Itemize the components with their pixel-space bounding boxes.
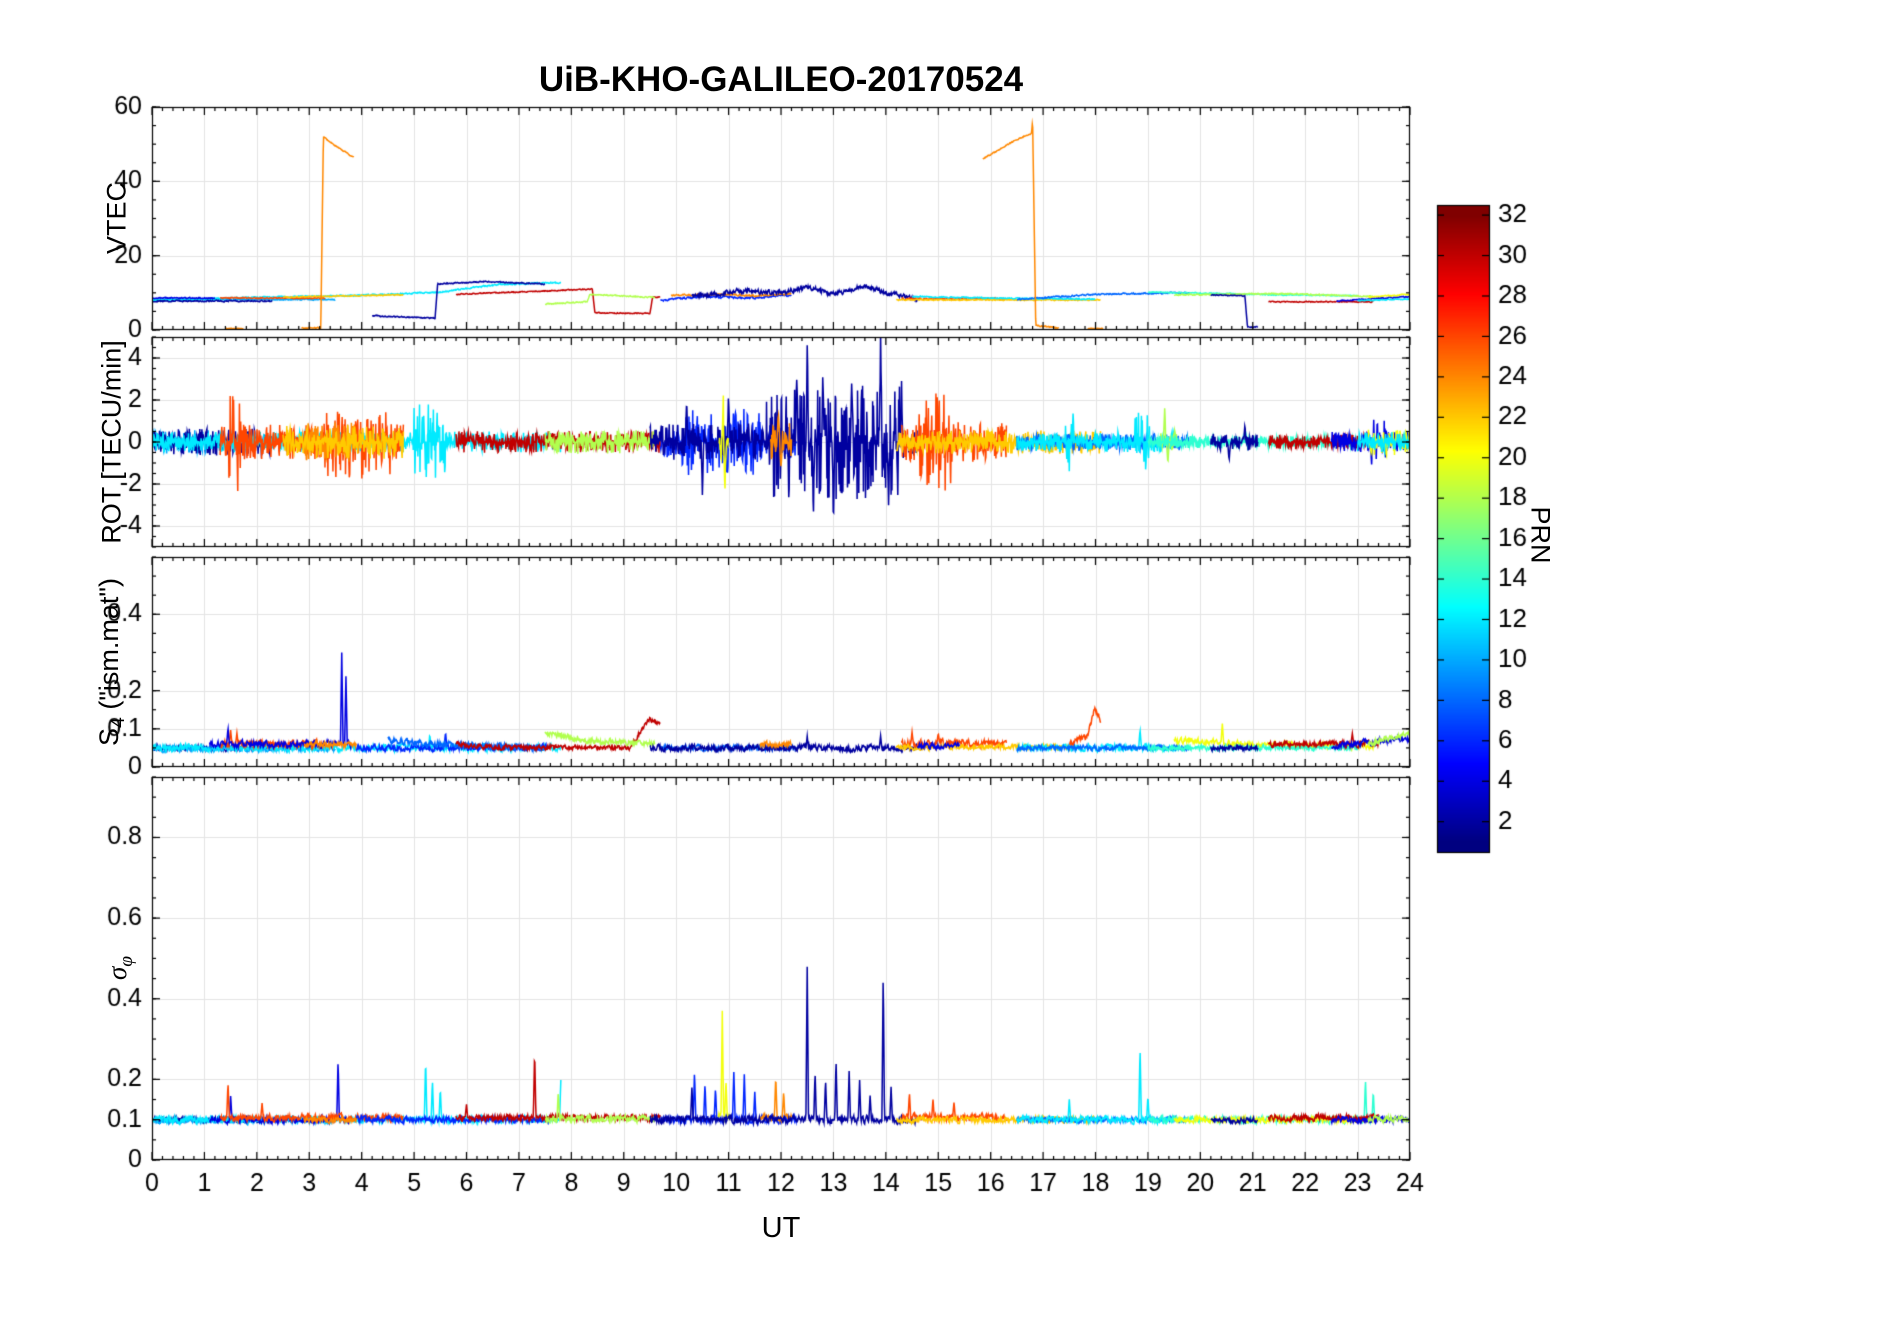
x-axis-label: UT [761, 1212, 801, 1244]
rot-axis-label: ROT [TECU/min] [97, 340, 128, 544]
sigma-label-sub: φ [115, 955, 137, 967]
colorbar-label: PRN [1525, 506, 1556, 564]
chart-title: UiB-KHO-GALILEO-20170524 [538, 60, 1024, 99]
s4-label-sub: 4 [106, 717, 129, 728]
rot-axis-label-text: ROT [TECU/min] [96, 340, 127, 544]
s4-axis-label: S4 ("ism.mat") [94, 578, 130, 746]
s4-label-pre: S [94, 727, 125, 746]
vtec-axis-label-text: VTEC [101, 181, 132, 255]
s4-label-post: ("ism.mat") [94, 578, 125, 718]
sigma-label-pre: σ [102, 966, 133, 981]
vtec-axis-label: VTEC [102, 182, 133, 254]
sigma-phi-axis-label: σφ [102, 956, 138, 980]
